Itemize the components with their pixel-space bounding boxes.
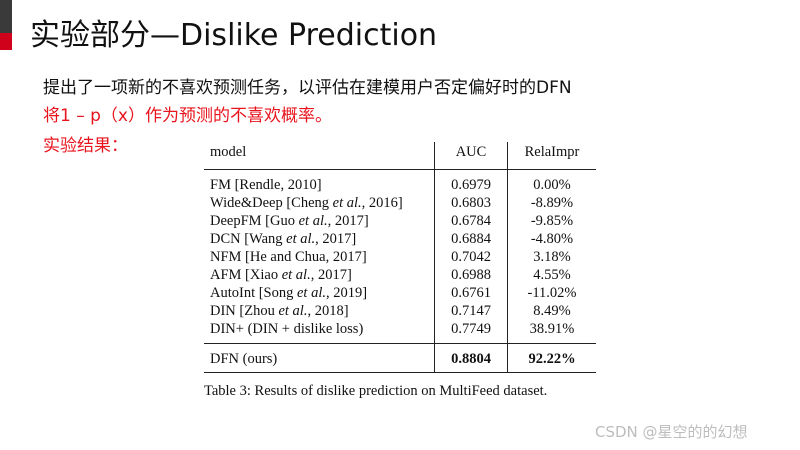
cell-auc: 0.7042 bbox=[434, 248, 508, 266]
model-name-suffix: , 2017] bbox=[327, 213, 369, 229]
cell-model: NFM [He and Chua, 2017] bbox=[204, 248, 435, 266]
model-name-text: FM [Rendle, 2010] bbox=[210, 177, 322, 193]
slide-accent-bar-dark bbox=[0, 0, 12, 33]
cell-auc: 0.6761 bbox=[434, 284, 508, 302]
model-name-italic: et al. bbox=[298, 213, 328, 229]
table-row: DIN [Zhou et al., 2018] 0.7147 8.49% bbox=[204, 302, 596, 320]
table-row: DCN [Wang et al., 2017] 0.6884 -4.80% bbox=[204, 230, 596, 248]
cell-model: DeepFM [Guo et al., 2017] bbox=[204, 212, 435, 230]
cell-auc: 0.6988 bbox=[434, 266, 508, 284]
table-header-row: model AUC RelaImpr bbox=[204, 142, 596, 166]
model-name-text: AFM [Xiao bbox=[210, 267, 282, 283]
header-relaimpr: RelaImpr bbox=[507, 142, 596, 166]
cell-auc: 0.6979 bbox=[434, 169, 508, 194]
model-name-text: DIN+ (DIN + dislike loss) bbox=[210, 321, 364, 337]
cell-relaimpr: -11.02% bbox=[507, 284, 596, 302]
cell-model: DCN [Wang et al., 2017] bbox=[204, 230, 435, 248]
cell-relaimpr: 8.49% bbox=[507, 302, 596, 320]
model-name-text: DCN [Wang bbox=[210, 231, 287, 247]
model-name-suffix: , 2017] bbox=[310, 267, 352, 283]
table-caption: Table 3: Results of dislike prediction o… bbox=[204, 383, 548, 399]
table-row-ours: DFN (ours) 0.8804 92.22% bbox=[204, 347, 596, 373]
cell-relaimpr: 3.18% bbox=[507, 248, 596, 266]
header-auc: AUC bbox=[434, 142, 508, 166]
cell-auc: 0.6884 bbox=[434, 230, 508, 248]
cell-relaimpr: -9.85% bbox=[507, 212, 596, 230]
cell-model: AFM [Xiao et al., 2017] bbox=[204, 266, 435, 284]
model-name-text: Wide&Deep [Cheng bbox=[210, 195, 333, 211]
cell-auc: 0.6803 bbox=[434, 194, 508, 212]
cell-model: AutoInt [Song et al., 2019] bbox=[204, 284, 435, 302]
cell-relaimpr: -4.80% bbox=[507, 230, 596, 248]
model-name-text: AutoInt [Song bbox=[210, 285, 297, 301]
model-name-suffix: , 2016] bbox=[361, 195, 403, 211]
model-name-text: DIN [Zhou bbox=[210, 303, 279, 319]
cell-auc: 0.7749 bbox=[434, 320, 508, 338]
model-name-italic: et al. bbox=[332, 195, 362, 211]
table-separator bbox=[204, 338, 596, 344]
table-row: DIN+ (DIN + dislike loss) 0.7749 38.91% bbox=[204, 320, 596, 338]
table-row: FM [Rendle, 2010] 0.6979 0.00% bbox=[204, 169, 596, 195]
cell-relaimpr: 92.22% bbox=[507, 347, 596, 373]
model-name-italic: et al. bbox=[281, 267, 311, 283]
model-name-italic: et al. bbox=[297, 285, 326, 301]
header-separator bbox=[204, 166, 596, 170]
slide-accent-bar-red bbox=[0, 33, 12, 50]
model-name-suffix: , 2017] bbox=[315, 231, 357, 247]
slide-text-line-3: 实验结果： bbox=[43, 136, 128, 156]
model-name-italic: et al. bbox=[278, 303, 308, 319]
cell-auc: 0.7147 bbox=[434, 302, 508, 320]
cell-auc: 0.6784 bbox=[434, 212, 508, 230]
model-name-suffix: , 2018] bbox=[307, 303, 349, 319]
table-row: NFM [He and Chua, 2017] 0.7042 3.18% bbox=[204, 248, 596, 266]
watermark: CSDN @星空的的幻想 bbox=[595, 423, 748, 441]
table-row: AutoInt [Song et al., 2019] 0.6761 -11.02% bbox=[204, 284, 596, 302]
slide-text-line-1: 提出了一项新的不喜欢预测任务，以评估在建模用户否定偏好时的DFN bbox=[43, 78, 572, 98]
table-row: AFM [Xiao et al., 2017] 0.6988 4.55% bbox=[204, 266, 596, 284]
table-row: DeepFM [Guo et al., 2017] 0.6784 -9.85% bbox=[204, 212, 596, 230]
header-model: model bbox=[210, 144, 247, 160]
cell-relaimpr: 4.55% bbox=[507, 266, 596, 284]
slide-text-line-2: 将1 – p（x）作为预测的不喜欢概率。 bbox=[43, 106, 332, 126]
slide-title: 实验部分—Dislike Prediction bbox=[30, 18, 438, 53]
cell-relaimpr: 0.00% bbox=[507, 169, 596, 194]
table-row: Wide&Deep [Cheng et al., 2016] 0.6803 -8.8… bbox=[204, 194, 596, 212]
cell-model: DIN+ (DIN + dislike loss) bbox=[204, 320, 435, 338]
cell-model: Wide&Deep [Cheng et al., 2016] bbox=[204, 194, 435, 212]
cell-model: FM [Rendle, 2010] bbox=[204, 170, 435, 195]
results-table-figure: model AUC RelaImpr FM [Rendle, 2010] 0.69… bbox=[200, 135, 602, 410]
cell-model: DFN (ours) bbox=[204, 347, 435, 373]
results-table: model AUC RelaImpr FM [Rendle, 2010] 0.69… bbox=[204, 142, 596, 373]
table-separator-double bbox=[204, 343, 596, 347]
model-name-suffix: , 2019] bbox=[326, 285, 368, 301]
cell-auc: 0.8804 bbox=[434, 347, 508, 373]
cell-relaimpr: 38.91% bbox=[507, 320, 596, 338]
model-name-text: DeepFM [Guo bbox=[210, 213, 299, 229]
cell-model: DIN [Zhou et al., 2018] bbox=[204, 302, 435, 320]
model-name-italic: et al. bbox=[286, 231, 316, 247]
model-name-text: NFM [He and Chua, 2017] bbox=[210, 249, 367, 265]
cell-relaimpr: -8.89% bbox=[507, 194, 596, 212]
